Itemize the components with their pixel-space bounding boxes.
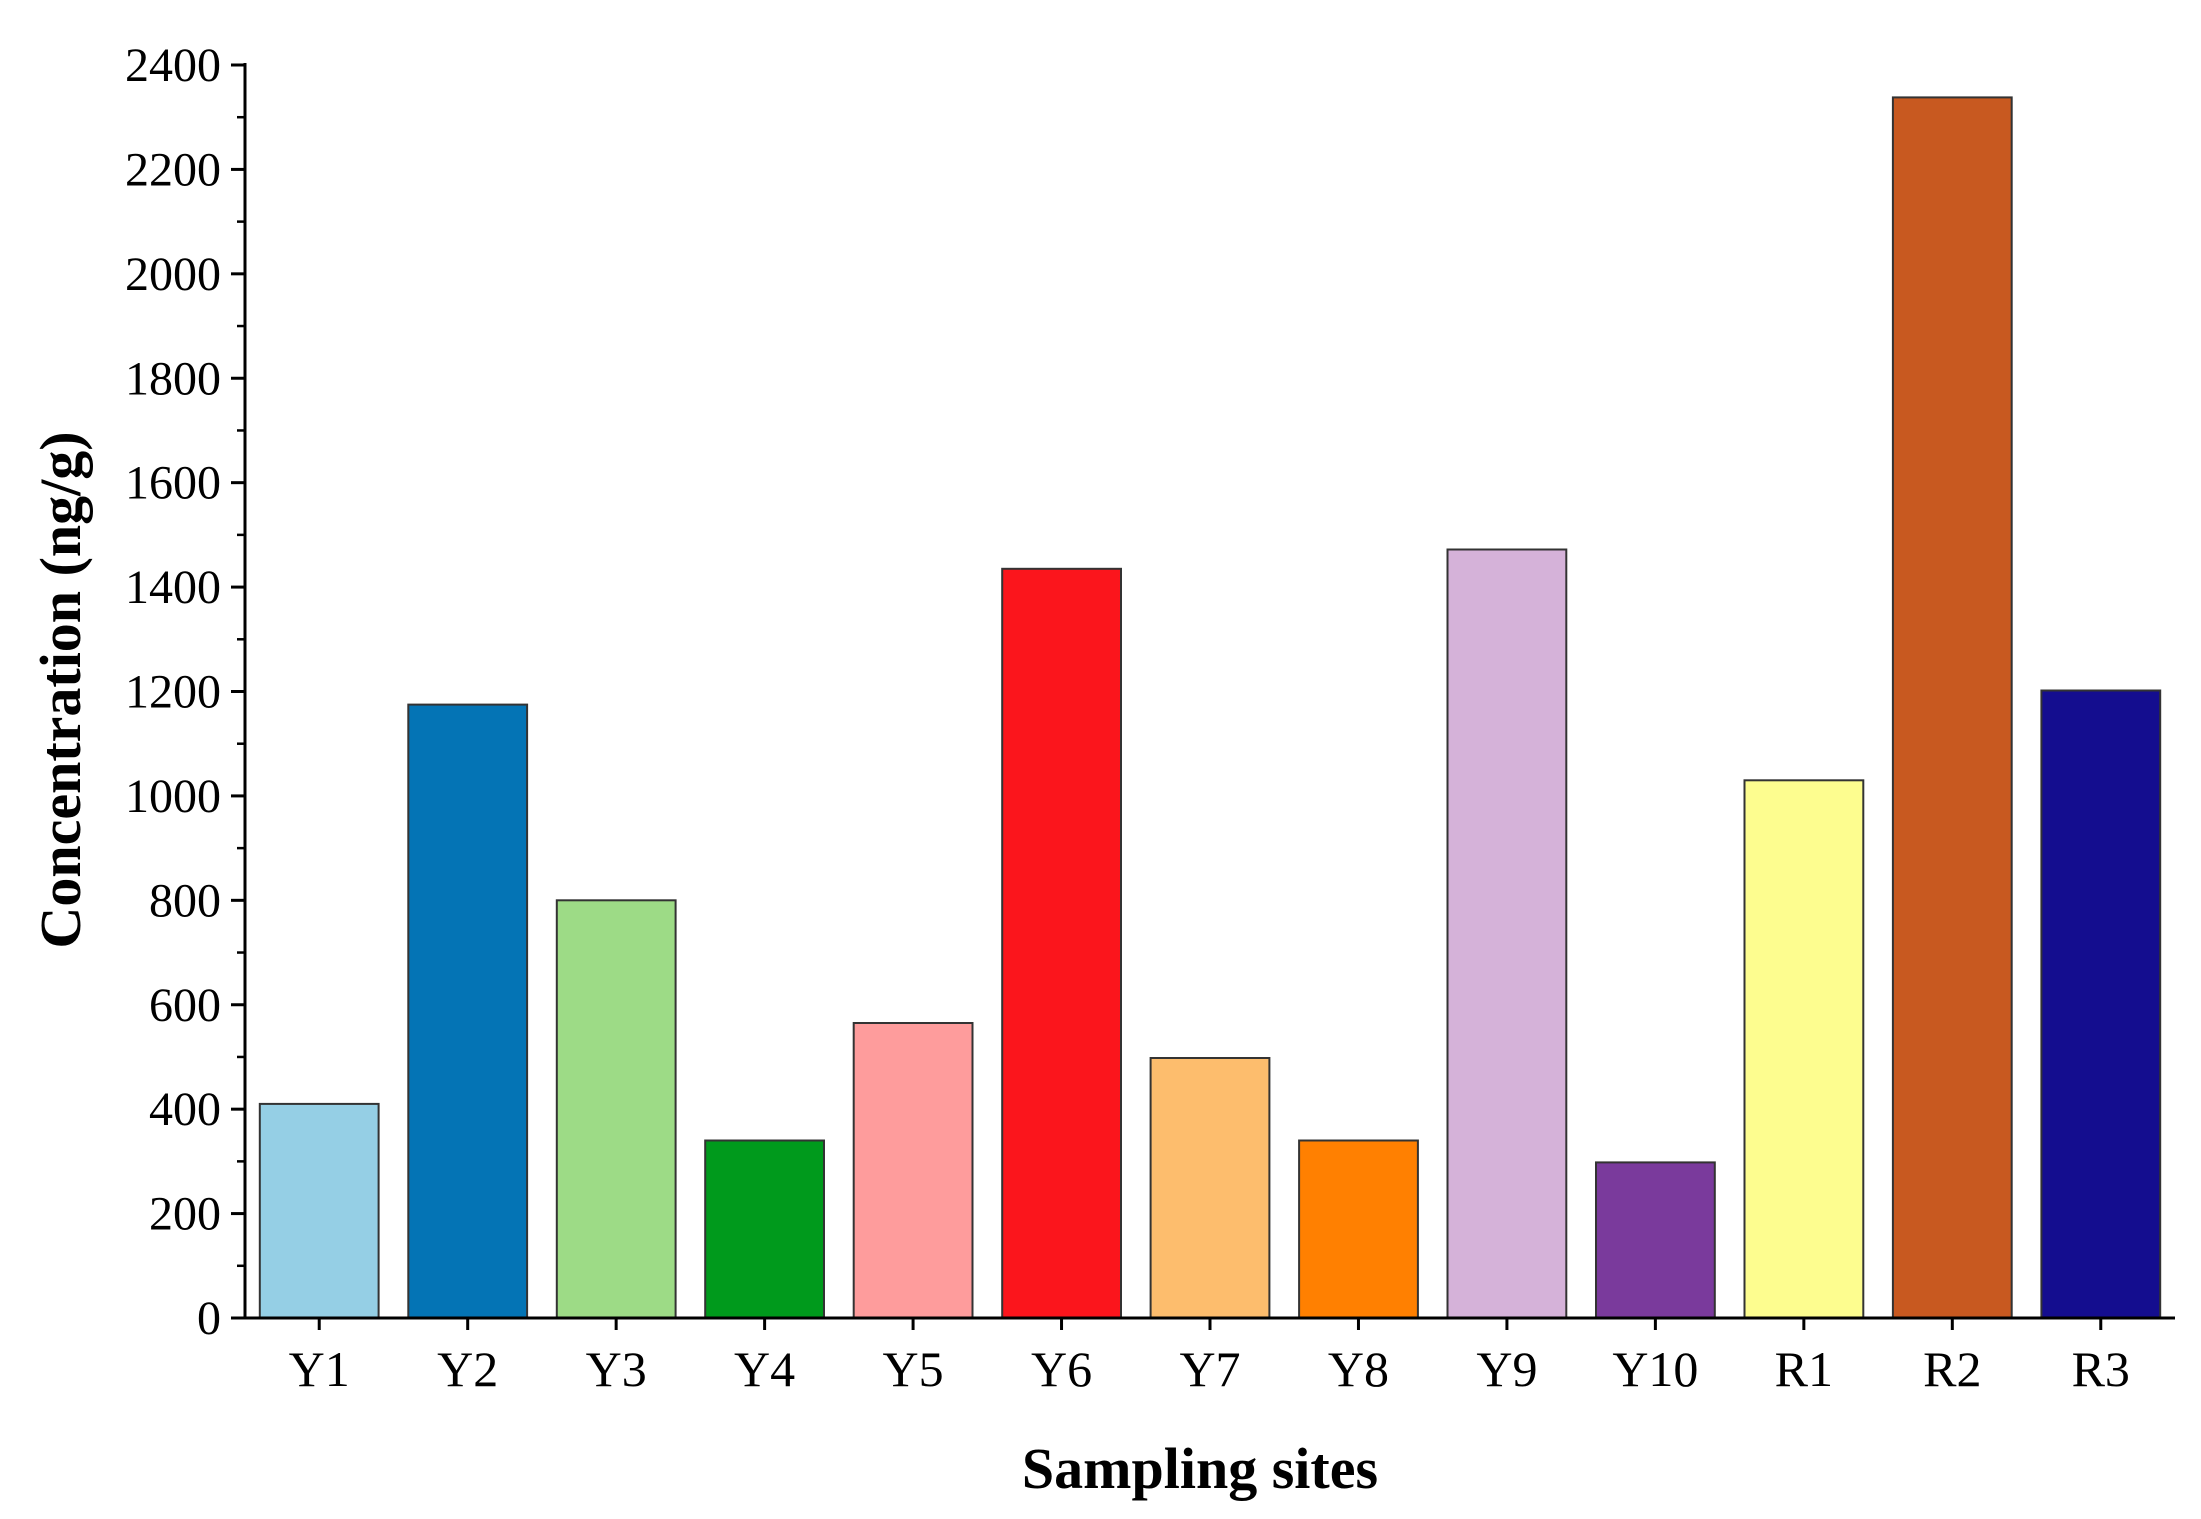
y-tick-label: 1200 [125, 666, 221, 719]
y-tick-label: 200 [149, 1188, 221, 1241]
x-tick-label-y10: Y10 [1612, 1341, 1698, 1397]
bar-r3 [2040, 689, 2162, 1319]
x-tick-label-y9: Y9 [1476, 1341, 1537, 1397]
bar-y1 [258, 1102, 380, 1320]
y-tick-label: 800 [149, 874, 221, 927]
y-tick-label: 1800 [125, 352, 221, 405]
x-tick-label-y8: Y8 [1328, 1341, 1389, 1397]
bar-y6 [1001, 567, 1123, 1319]
x-tick-label-y5: Y5 [883, 1341, 944, 1397]
bar-r2 [1891, 96, 2013, 1319]
y-axis-title: Concentration (ng/g) [28, 431, 93, 948]
labels-layer: 0 200 400 600 800 1000 1200 1400 1600 1800 2000 220… [125, 39, 2130, 1397]
y-tick-label: 2200 [125, 143, 221, 196]
x-tick-label-r1: R1 [1775, 1341, 1833, 1397]
bar-y4 [704, 1139, 826, 1319]
bar-y7 [1149, 1057, 1271, 1319]
bar-y10 [1595, 1161, 1716, 1320]
bar-y2 [407, 703, 529, 1319]
bar-y9 [1446, 548, 1568, 1319]
x-tick-label-y6: Y6 [1031, 1341, 1092, 1397]
bar-r1 [1743, 779, 1865, 1319]
x-tick-label-y3: Y3 [586, 1341, 647, 1397]
bar-y5 [852, 1022, 974, 1319]
y-tick-label: 2400 [125, 39, 221, 92]
y-tick-label: 600 [149, 979, 221, 1032]
bars-layer [258, 96, 2162, 1320]
bar-y8 [1298, 1139, 1419, 1319]
x-tick-label-y2: Y2 [437, 1341, 498, 1397]
x-tick-label-r3: R3 [2072, 1341, 2130, 1397]
x-tick-label-y4: Y4 [734, 1341, 795, 1397]
y-tick-label: 0 [197, 1292, 221, 1345]
x-tick-label-y1: Y1 [289, 1341, 350, 1397]
x-tick-label-r2: R2 [1923, 1341, 1981, 1397]
y-tick-label: 2000 [125, 248, 221, 301]
y-tick-label: 1000 [125, 770, 221, 823]
axes-layer [231, 63, 2175, 1330]
y-tick-label: 1400 [125, 561, 221, 614]
x-axis-title: Sampling sites [1022, 1436, 1378, 1501]
y-tick-label: 400 [149, 1083, 221, 1136]
bar-y3 [555, 899, 677, 1319]
y-tick-label: 1600 [125, 457, 221, 510]
x-tick-label-y7: Y7 [1179, 1341, 1240, 1397]
